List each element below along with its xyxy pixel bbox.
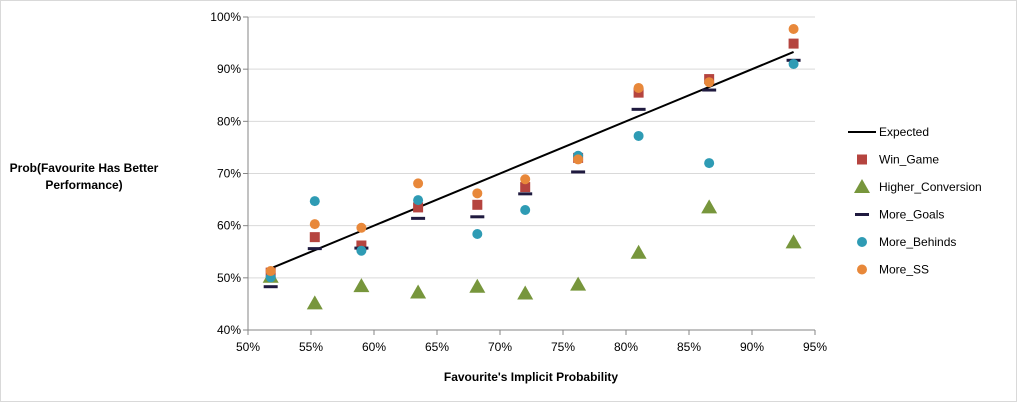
data-point-win-game <box>413 202 424 213</box>
data-point-higher-conversion <box>410 284 427 299</box>
x-tick-label: 95% <box>803 340 827 354</box>
data-point-more-behinds <box>788 58 799 69</box>
data-point-more-behinds <box>356 245 367 256</box>
data-point-more-goals <box>702 88 717 92</box>
y-tick-label: 50% <box>217 271 241 285</box>
data-point-more-goals <box>631 107 646 111</box>
x-tick-label: 50% <box>236 340 260 354</box>
x-axis-title: Favourite's Implicit Probability <box>444 370 619 384</box>
data-point-more-behinds <box>309 196 320 207</box>
data-point-more-ss <box>788 23 799 34</box>
data-point-more-goals <box>411 216 426 220</box>
legend-swatch-win-game <box>857 154 867 165</box>
y-axis-title-line-1: Prob(Favourite Has Better <box>10 161 159 175</box>
y-tick-label: 80% <box>217 114 241 128</box>
data-point-higher-conversion <box>701 199 718 214</box>
y-tick-label: 70% <box>217 167 241 181</box>
data-point-more-ss <box>309 219 320 230</box>
data-point-higher-conversion <box>570 276 587 291</box>
y-axis-title-line-2: Performance) <box>45 178 122 192</box>
data-point-more-ss <box>520 174 531 185</box>
gridlines <box>248 16 815 279</box>
data-point-more-ss <box>704 77 715 88</box>
series-line-expected <box>270 51 794 270</box>
data-point-more-behinds <box>633 130 644 141</box>
data-point-win-game <box>356 240 367 251</box>
x-tick-label: 80% <box>614 340 638 354</box>
data-point-higher-conversion <box>353 278 370 293</box>
data-point-more-behinds <box>413 195 424 206</box>
data-point-more-behinds <box>472 229 483 240</box>
x-tick-label: 65% <box>425 340 449 354</box>
data-point-higher-conversion <box>469 278 486 293</box>
data-point-more-goals <box>263 285 278 289</box>
x-tick-label: 60% <box>362 340 386 354</box>
data-point-more-goals <box>470 215 485 219</box>
y-tick-label: 40% <box>217 323 241 337</box>
data-point-more-ss <box>573 154 584 165</box>
data-point-more-ss <box>472 188 483 199</box>
legend-label-expected: Expected <box>879 125 929 139</box>
data-point-higher-conversion <box>785 234 802 249</box>
x-tick-label: 55% <box>299 340 323 354</box>
legend-label-higher-conversion: Higher_Conversion <box>879 180 982 194</box>
data-series <box>262 23 802 310</box>
legend-swatch-more-ss <box>857 264 867 275</box>
data-point-more-ss <box>413 178 424 189</box>
data-point-higher-conversion <box>306 295 323 310</box>
data-point-more-goals <box>307 247 322 251</box>
legend-swatch-more-goals <box>855 213 869 216</box>
data-point-more-ss <box>265 266 276 277</box>
x-tick-label: 70% <box>488 340 512 354</box>
data-point-win-game <box>788 38 799 49</box>
data-point-more-ss <box>633 82 644 93</box>
data-point-more-behinds <box>520 205 531 216</box>
x-tick-label: 75% <box>551 340 575 354</box>
legend-label-more-ss: More_SS <box>879 263 929 277</box>
x-tick-label: 90% <box>740 340 764 354</box>
legend-swatch-more-behinds <box>857 237 867 247</box>
data-point-win-game <box>472 199 483 210</box>
y-tick-label: 60% <box>217 219 241 233</box>
legend-label-more-behinds: More_Behinds <box>879 235 956 249</box>
y-tick-label: 100% <box>210 10 241 24</box>
data-point-more-ss <box>356 222 367 233</box>
x-tick-label: 85% <box>677 340 701 354</box>
legend-label-win-game: Win_Game <box>879 153 939 167</box>
data-point-more-goals <box>518 192 533 196</box>
data-point-win-game <box>309 232 320 243</box>
legend-label-more-goals: More_Goals <box>879 208 944 222</box>
y-tick-label: 90% <box>217 62 241 76</box>
data-point-more-behinds <box>704 158 715 169</box>
data-point-higher-conversion <box>630 244 647 259</box>
legend: Expected Win_Game Higher_Conversion More_Go… <box>848 125 982 277</box>
data-point-higher-conversion <box>517 285 534 300</box>
legend-swatch-higher-conversion <box>854 179 870 193</box>
data-point-more-goals <box>571 170 586 174</box>
axes: 40% 50% 60% 70% 80% 90% 100% 50% 55% 60% 65% 70% 75%… <box>210 10 827 354</box>
data-point-win-game <box>520 182 531 193</box>
